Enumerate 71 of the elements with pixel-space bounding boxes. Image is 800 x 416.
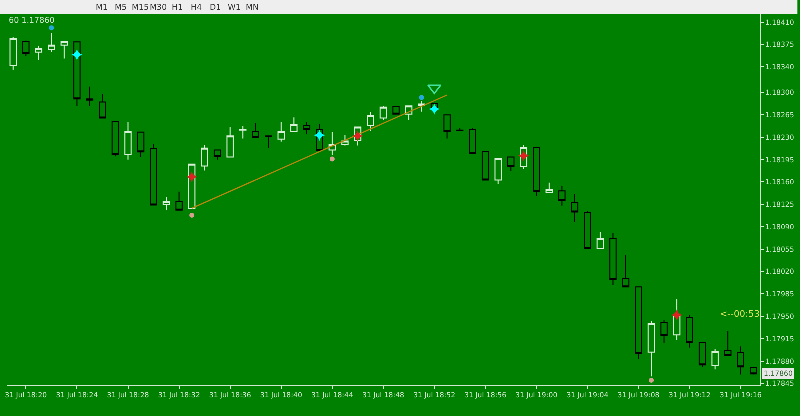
candlestick xyxy=(48,32,56,53)
candlestick xyxy=(162,196,170,211)
candlestick xyxy=(533,147,540,197)
text: W1 xyxy=(228,3,241,12)
candlestick xyxy=(698,342,706,368)
candlestick xyxy=(22,40,30,57)
candlestick xyxy=(112,120,120,158)
candlestick xyxy=(380,106,388,121)
candlestick xyxy=(571,194,579,224)
candlestick xyxy=(214,150,222,160)
candlestick xyxy=(712,348,719,370)
candlestick xyxy=(367,112,374,132)
candlestick xyxy=(482,151,490,181)
candlestick xyxy=(648,320,656,378)
candlestick xyxy=(737,346,744,376)
candlestick xyxy=(226,126,234,158)
candlestick xyxy=(584,210,592,250)
annotation: 60 1.17860 xyxy=(9,16,55,25)
point xyxy=(186,172,198,183)
candlestick xyxy=(201,144,208,172)
text: D1 xyxy=(210,3,222,12)
text: MN xyxy=(246,3,259,12)
candlestick xyxy=(10,36,18,71)
candlestick xyxy=(239,125,247,140)
candlestick xyxy=(750,367,758,376)
candlestick xyxy=(290,117,298,132)
text: M15 xyxy=(132,3,150,12)
candlestick xyxy=(546,182,554,193)
candlestick xyxy=(99,93,106,119)
text: M30 xyxy=(150,3,168,12)
candlestick xyxy=(124,122,132,160)
point xyxy=(419,95,424,100)
candlestick xyxy=(35,45,43,61)
candlestick xyxy=(686,314,694,348)
point xyxy=(314,130,326,142)
candlestick xyxy=(150,144,158,206)
candlestick xyxy=(494,158,502,185)
point xyxy=(330,156,335,162)
candlestick xyxy=(635,286,642,360)
candlestick xyxy=(137,132,145,158)
point xyxy=(72,49,83,61)
candlestick xyxy=(558,186,566,206)
text: H1 xyxy=(172,3,184,12)
point xyxy=(649,378,654,384)
point xyxy=(352,130,364,142)
candlestick xyxy=(60,41,68,60)
candlestick xyxy=(444,114,451,140)
candlestick xyxy=(176,191,183,211)
point xyxy=(49,26,54,31)
candlestick xyxy=(508,156,515,172)
point xyxy=(428,104,440,115)
candlestick xyxy=(622,254,630,288)
candlestick xyxy=(469,128,476,154)
annotation: <--00:53 xyxy=(720,310,760,320)
text: M5 xyxy=(115,3,127,12)
candlestick xyxy=(278,122,286,142)
candlestick xyxy=(392,106,400,115)
text: H4 xyxy=(191,3,202,12)
point xyxy=(671,310,683,321)
candlestick xyxy=(303,122,311,135)
candlestick xyxy=(252,122,260,138)
candlestick xyxy=(610,232,617,286)
candlestick xyxy=(418,100,426,112)
candlestick xyxy=(596,232,604,250)
candlestick xyxy=(724,330,732,356)
point xyxy=(518,150,530,162)
candlestick xyxy=(265,136,272,149)
point xyxy=(190,212,195,218)
candlestick xyxy=(660,320,668,344)
candlestick xyxy=(86,86,94,107)
text: M1 xyxy=(96,3,108,12)
